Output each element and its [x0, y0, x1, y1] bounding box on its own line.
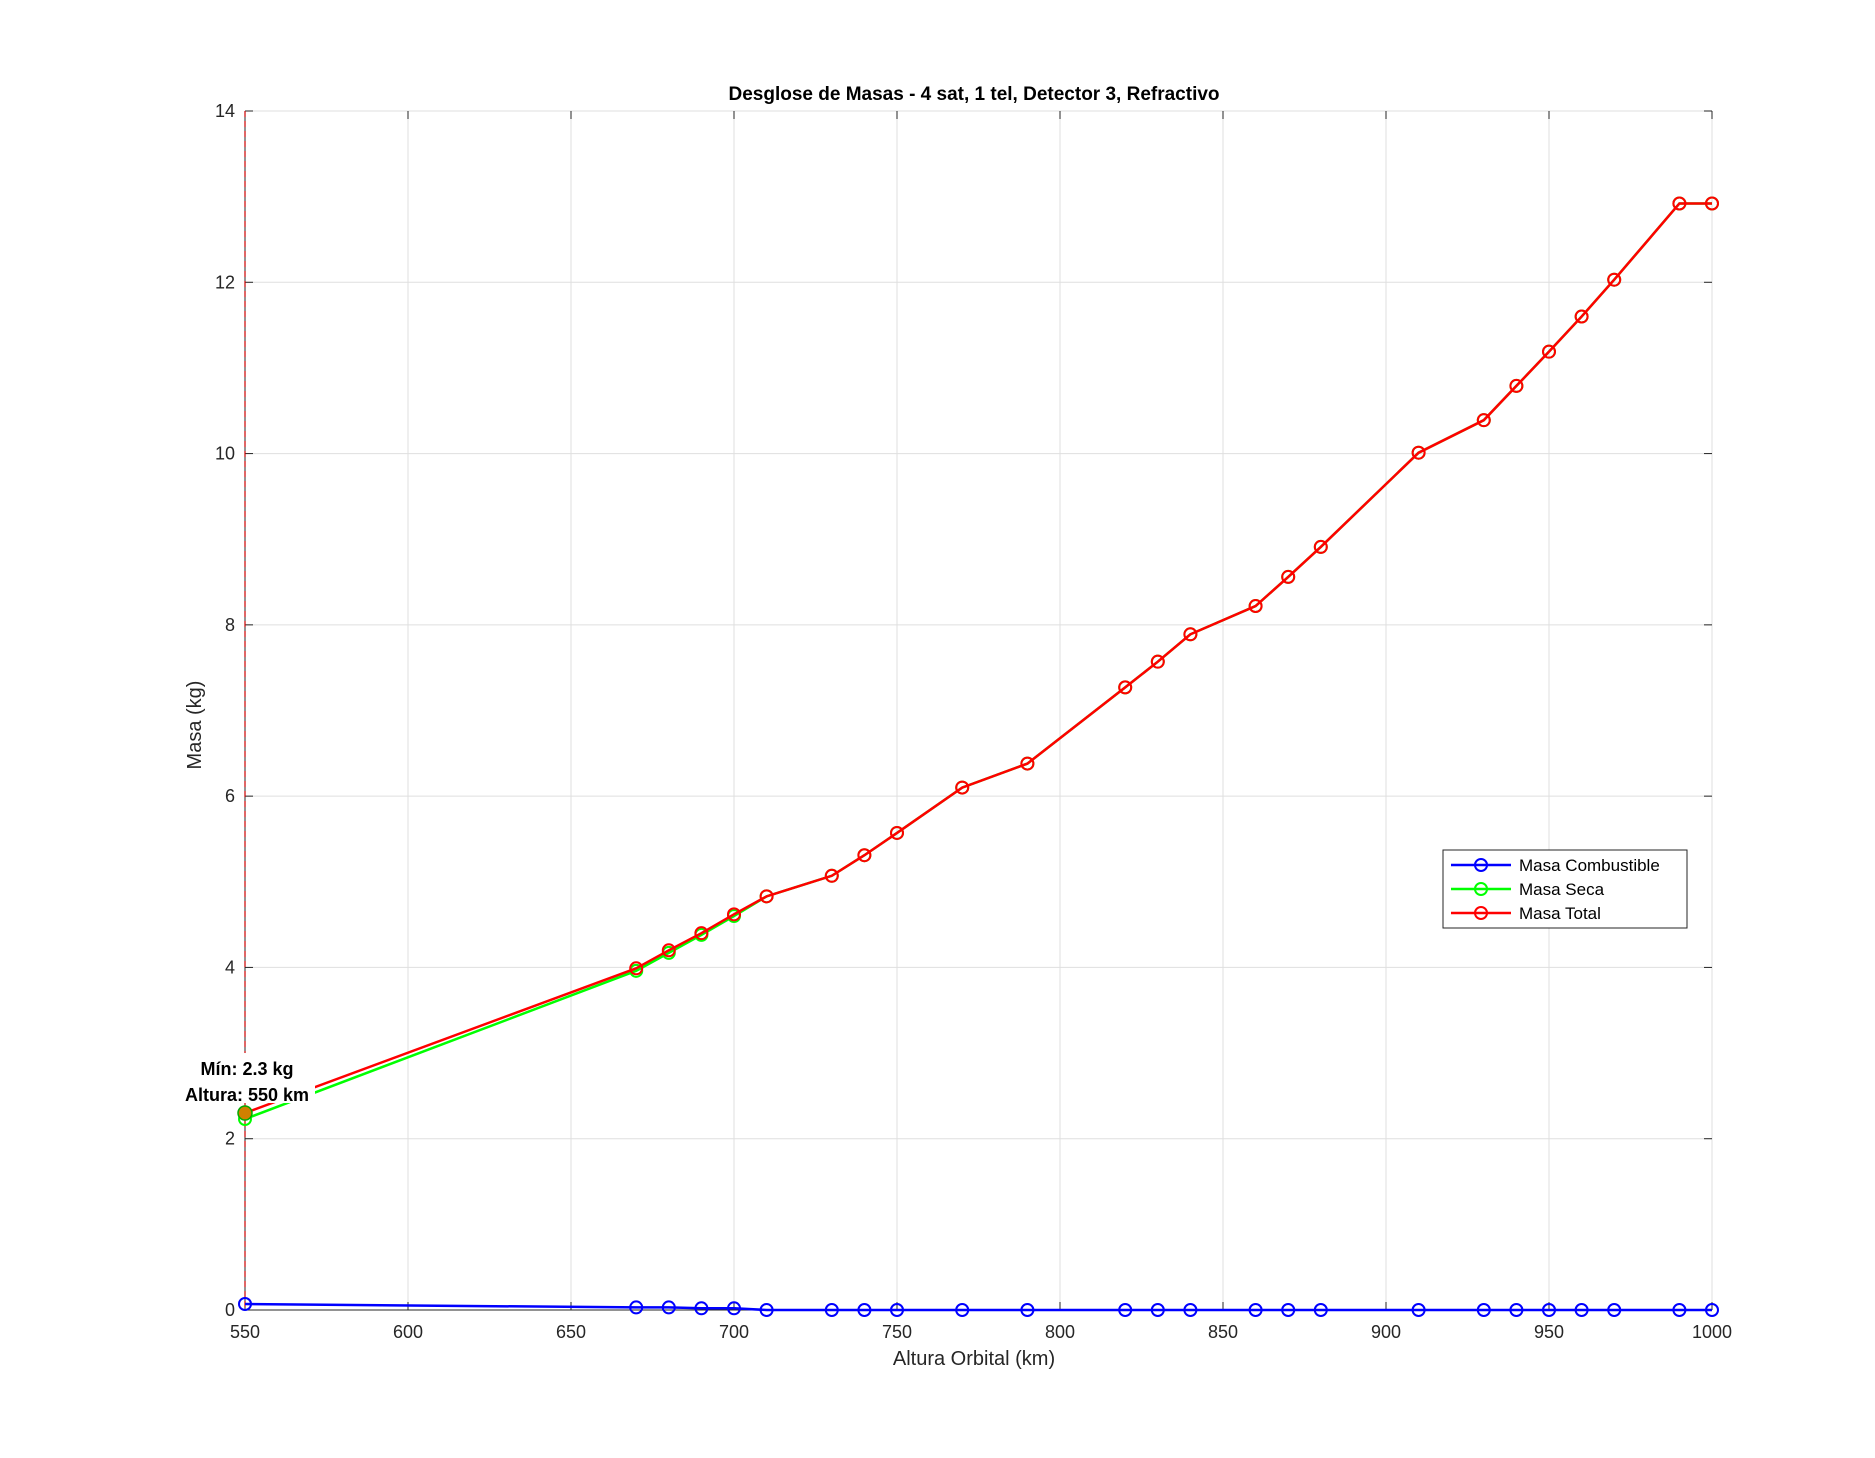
plot-area — [245, 111, 1712, 1310]
series-0-point — [1705, 1303, 1719, 1317]
x-tick-label: 550 — [230, 1322, 260, 1342]
min-point-marker — [237, 1105, 253, 1121]
series-2-point — [955, 780, 970, 795]
series-2-point — [1183, 627, 1198, 642]
y-tick-label: 10 — [215, 444, 235, 464]
legend-swatch-marker — [1474, 906, 1488, 920]
x-axis-label: Altura Orbital (km) — [893, 1348, 1055, 1370]
series-2-point — [629, 961, 644, 976]
series-0-point — [1509, 1303, 1524, 1317]
y-axis-label: Masa (kg) — [184, 681, 206, 770]
series-0-point — [1411, 1303, 1426, 1317]
series-2-point — [1150, 654, 1165, 669]
series-0-point — [661, 1300, 676, 1315]
series-0-point — [1672, 1303, 1687, 1317]
series-0-point — [1118, 1303, 1133, 1317]
legend: Masa Combustible Masa Seca Masa Total — [1442, 849, 1688, 929]
series-2-point — [1476, 413, 1491, 428]
legend-entry: Masa Seca — [1519, 880, 1605, 899]
x-tick-label: 1000 — [1692, 1322, 1732, 1342]
series-0-point — [1183, 1303, 1198, 1317]
series-0-point — [1476, 1303, 1491, 1317]
min-annotation-line: Altura: 550 km — [185, 1085, 309, 1105]
series-2-point — [1020, 756, 1035, 771]
series-2-point — [1705, 196, 1719, 211]
series-line-0 — [244, 1302, 1712, 1312]
x-tick-label: 650 — [556, 1322, 586, 1342]
series-0-point — [1150, 1303, 1165, 1317]
series-0-point — [727, 1301, 741, 1316]
series-0-point — [1607, 1303, 1622, 1317]
series-0-point — [1281, 1303, 1296, 1317]
series-2-point — [857, 848, 872, 863]
y-tick-label: 0 — [225, 1300, 235, 1320]
x-tick-label: 950 — [1534, 1322, 1564, 1342]
legend-swatch-marker — [1474, 858, 1488, 872]
min-annotation-line: Mín: 2.3 kg — [200, 1059, 293, 1079]
series-0-point — [824, 1303, 839, 1317]
series-2-point — [1542, 344, 1556, 359]
annotations: Mín: 2.3 kg Altura: 550 km — [175, 1053, 315, 1121]
series-2-point — [1607, 272, 1622, 287]
series-2-point — [1574, 309, 1589, 324]
y-tick-label: 2 — [225, 1129, 235, 1149]
x-tick-label: 850 — [1208, 1322, 1238, 1342]
series-0-point — [759, 1303, 774, 1317]
y-tick-label: 12 — [215, 272, 235, 292]
grid — [244, 110, 1713, 1311]
series-2-point — [1411, 445, 1426, 460]
series-2-point — [1248, 599, 1263, 614]
series-0-point — [1542, 1303, 1556, 1317]
series-0-point — [238, 1297, 252, 1312]
series-2-point — [1509, 378, 1524, 393]
series-line-2 — [244, 202, 1712, 1115]
series-0-point — [857, 1303, 872, 1317]
series-2-point — [759, 889, 774, 904]
series-2-point — [1313, 539, 1328, 554]
series-2-point — [1672, 196, 1687, 211]
annotation-bg — [175, 1053, 315, 1104]
series — [238, 111, 1719, 1317]
series-0-point — [1574, 1303, 1589, 1317]
y-tick-label: 14 — [215, 101, 235, 121]
series-2-point — [661, 943, 676, 958]
series-2-point — [890, 825, 904, 840]
x-tick-label: 700 — [719, 1322, 749, 1342]
series-0-point — [1313, 1303, 1328, 1317]
series-2-point — [727, 907, 741, 922]
y-tick-label: 6 — [225, 786, 235, 806]
legend-swatch-marker — [1474, 882, 1488, 896]
x-tick-label: 750 — [882, 1322, 912, 1342]
series-0-point — [1020, 1303, 1035, 1317]
x-tick-label: 800 — [1045, 1322, 1075, 1342]
series-2-point — [1281, 569, 1296, 584]
legend-entry: Masa Total — [1519, 904, 1601, 923]
y-tick-label: 4 — [225, 957, 235, 977]
series-2-point — [1118, 680, 1133, 695]
chart-title: Desglose de Masas - 4 sat, 1 tel, Detect… — [728, 84, 1219, 105]
series-0-point — [890, 1303, 904, 1317]
series-0-point — [694, 1301, 709, 1316]
series-0-point — [629, 1300, 644, 1315]
series-2-point — [824, 868, 839, 883]
series-0-point — [955, 1303, 970, 1317]
x-tick-label: 600 — [393, 1322, 423, 1342]
legend-entry: Masa Combustible — [1519, 856, 1660, 875]
x-tick-label: 900 — [1371, 1322, 1401, 1342]
y-tick-label: 8 — [225, 615, 235, 635]
series-2-point — [694, 926, 709, 941]
series-0-point — [1248, 1303, 1263, 1317]
